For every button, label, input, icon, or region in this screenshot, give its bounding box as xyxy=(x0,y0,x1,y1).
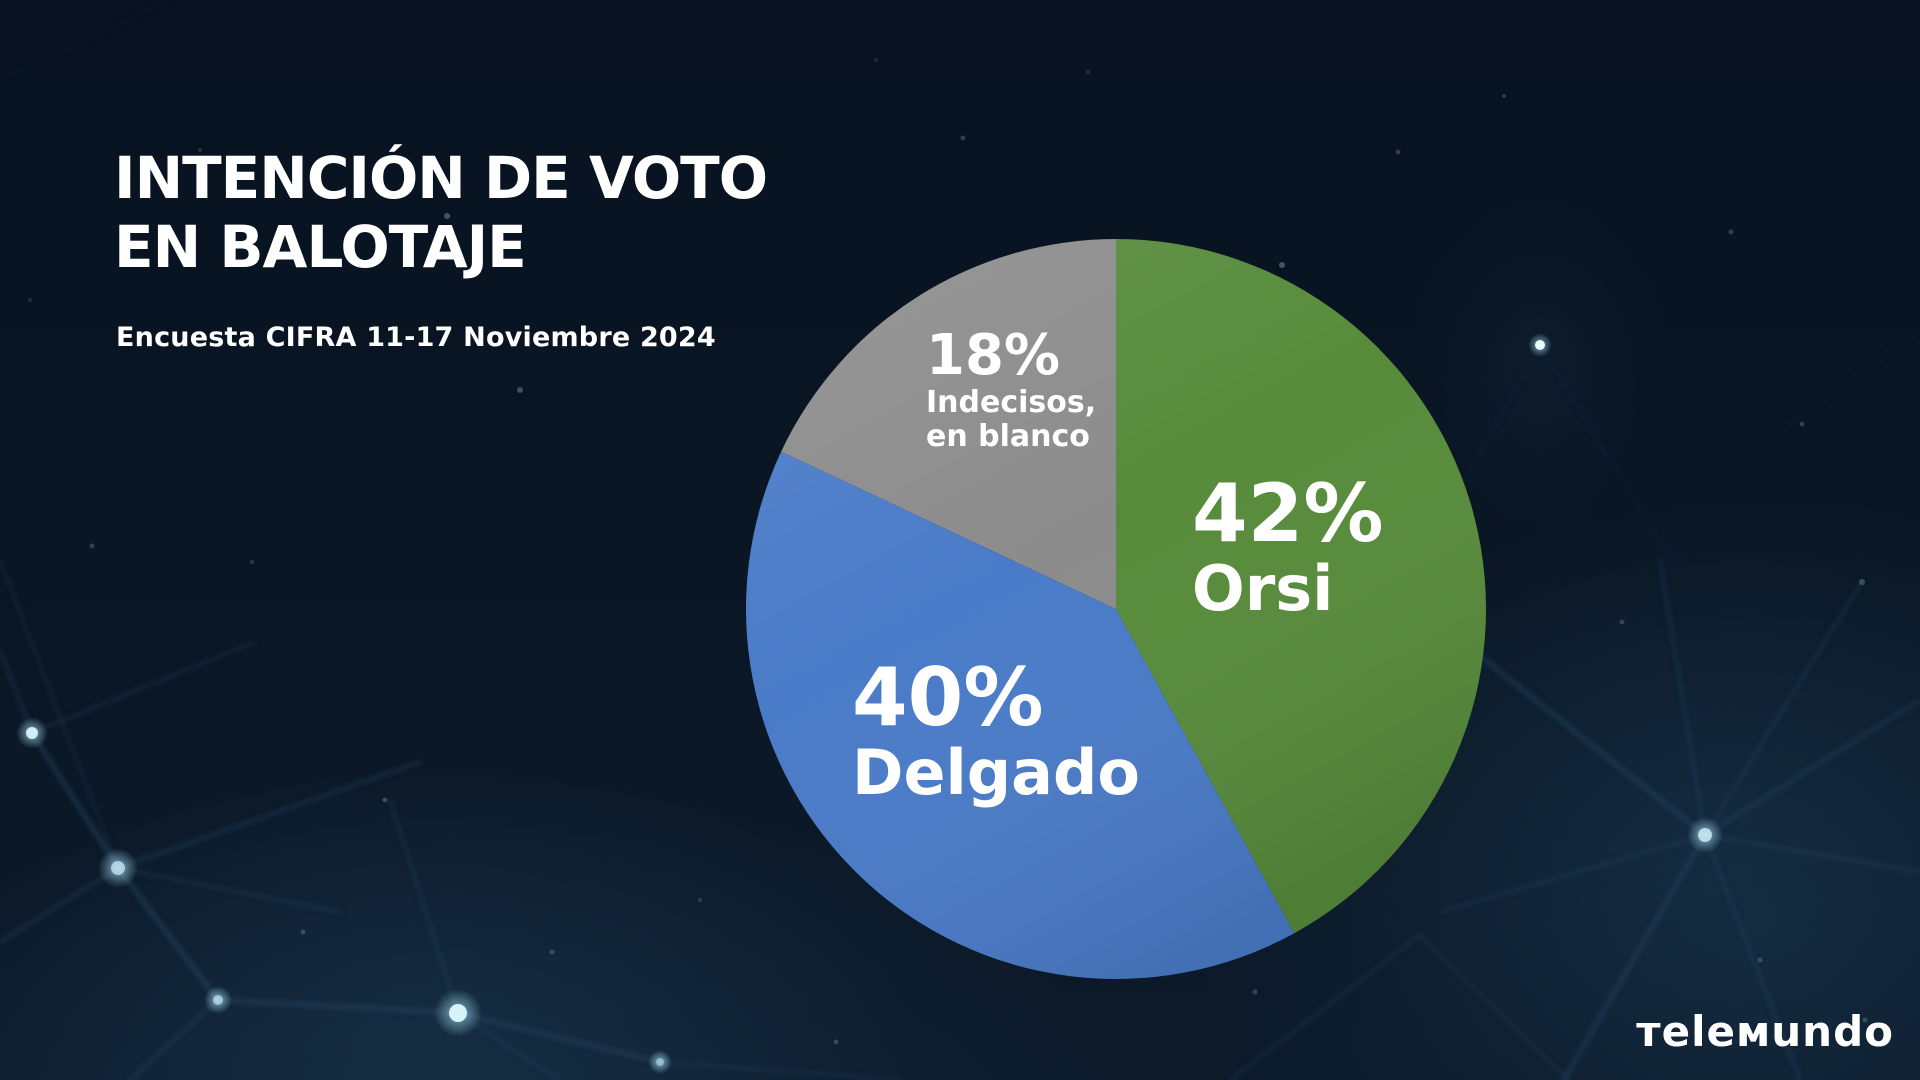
delgado-name: Delgado xyxy=(852,736,1140,809)
survey-source-subtitle: Encuesta CIFRA 11-17 Noviembre 2024 xyxy=(116,322,716,353)
undecided-name-line-1: Indecisos, xyxy=(926,385,1097,420)
telemundo-logo: тeleмundo xyxy=(1636,1007,1894,1056)
undecided-percent: 18% xyxy=(926,323,1061,388)
page-title: INTENCIÓN DE VOTO EN BALOTAJE xyxy=(114,144,768,282)
delgado-percent: 40% xyxy=(852,651,1044,744)
undecided-name-line-2: en blanco xyxy=(926,419,1090,454)
delgado-slice-label: 40% Delgado xyxy=(852,656,1140,806)
pie-shading-overlay xyxy=(746,239,1486,979)
orsi-name: Orsi xyxy=(1192,552,1334,625)
title-line-2: EN BALOTAJE xyxy=(114,213,527,281)
title-line-1: INTENCIÓN DE VOTO xyxy=(114,144,768,212)
orsi-slice-label: 42% Orsi xyxy=(1192,472,1383,622)
undecided-slice-label: 18% Indecisos, en blanco xyxy=(926,326,1096,454)
orsi-percent: 42% xyxy=(1192,467,1384,560)
network-glow-nodes xyxy=(16,333,1723,1074)
